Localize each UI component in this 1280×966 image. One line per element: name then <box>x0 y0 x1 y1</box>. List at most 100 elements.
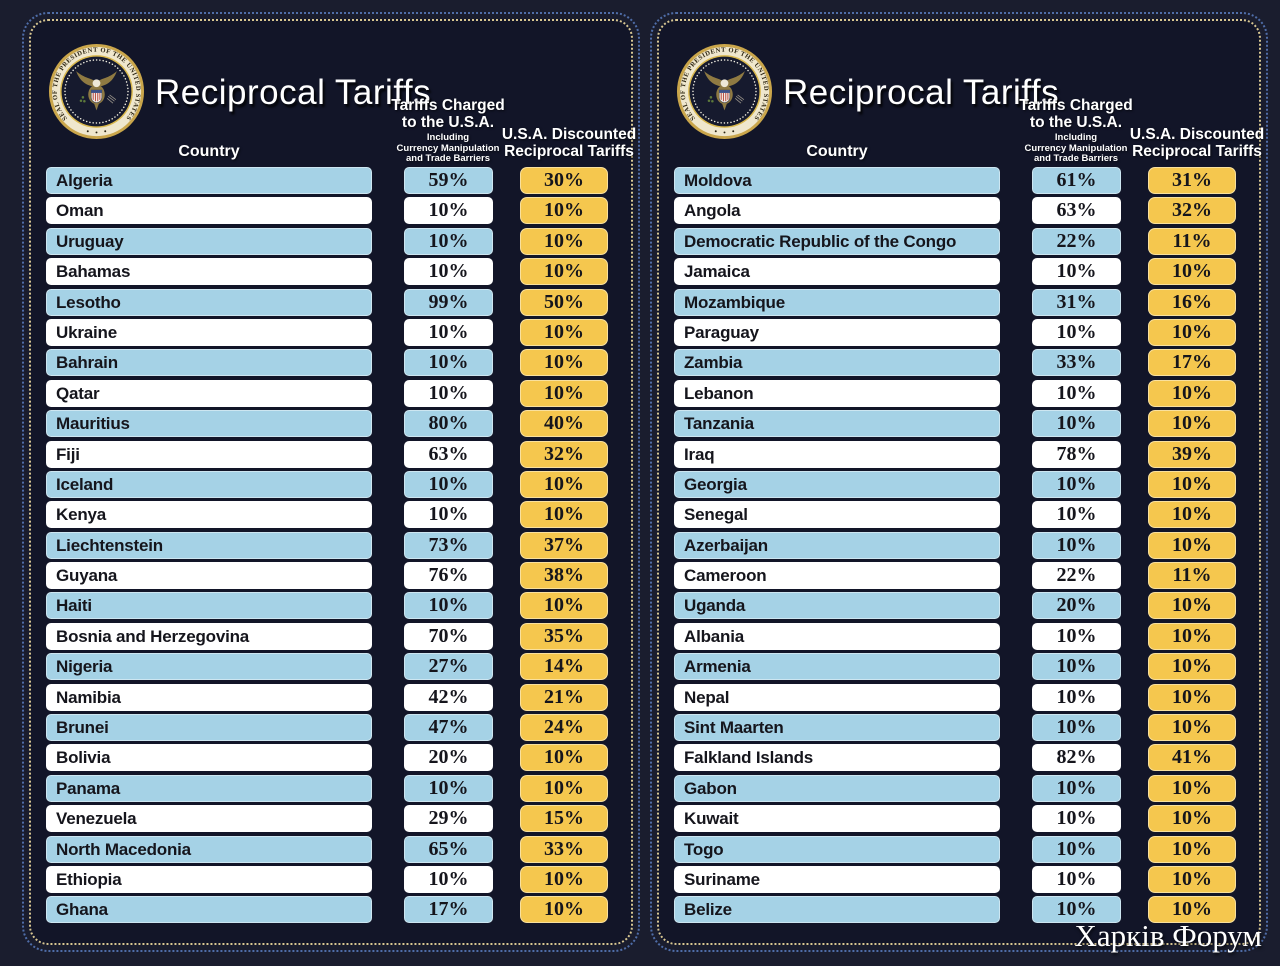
country-cell: Zambia <box>674 349 1000 377</box>
country-cell: Angola <box>674 197 1000 225</box>
country-cell: Paraguay <box>674 318 1000 346</box>
charged-tariff-cell: 33% <box>1032 349 1121 377</box>
charged-tariff-cell: 29% <box>404 805 493 833</box>
discounted-tariff-cell: 21% <box>520 683 608 711</box>
table-row: Albania 10% 10% <box>674 622 1236 650</box>
table-row: Iraq 78% 39% <box>674 440 1236 468</box>
table-row: Algeria 59% 30% <box>46 167 608 194</box>
discounted-tariff-cell: 10% <box>1148 653 1236 681</box>
charged-tariff-cell: 99% <box>404 288 493 316</box>
table-row: Georgia 10% 10% <box>674 470 1236 498</box>
charged-tariff-cell: 10% <box>1032 835 1121 863</box>
table-row: Lesotho 99% 50% <box>46 288 608 316</box>
charged-tariff-cell: 27% <box>404 653 493 681</box>
country-cell: Mauritius <box>46 410 372 438</box>
country-cell: Brunei <box>46 714 372 742</box>
column-header-country: Country <box>806 143 868 160</box>
discounted-tariff-cell: 37% <box>520 531 608 559</box>
charged-tariff-cell: 10% <box>1032 379 1121 407</box>
tariff-panel-left-inner: SEAL OF THE PRESIDENT OF THE UNITED STAT… <box>29 19 636 945</box>
charged-tariff-cell: 10% <box>1032 531 1121 559</box>
charged-tariff-cell: 10% <box>404 865 493 893</box>
charged-tariff-cell: 10% <box>1032 805 1121 833</box>
charged-tariff-cell: 10% <box>1032 318 1121 346</box>
table-row: Oman 10% 10% <box>46 197 608 225</box>
country-cell: Albania <box>674 622 1000 650</box>
country-cell: Liechtenstein <box>46 531 372 559</box>
country-cell: Belize <box>674 896 1000 924</box>
table-row: Armenia 10% 10% <box>674 653 1236 681</box>
country-cell: Cameroon <box>674 562 1000 590</box>
country-cell: Uganda <box>674 592 1000 620</box>
table-row: Bahamas 10% 10% <box>46 258 608 286</box>
discounted-tariff-cell: 10% <box>1148 896 1236 924</box>
charged-tariff-cell: 76% <box>404 562 493 590</box>
table-row: Fiji 63% 32% <box>46 440 608 468</box>
discounted-tariff-cell: 16% <box>1148 288 1236 316</box>
table-row: Venezuela 29% 15% <box>46 805 608 833</box>
charged-tariff-cell: 10% <box>404 592 493 620</box>
country-cell: Algeria <box>46 167 372 194</box>
country-cell: Jamaica <box>674 258 1000 286</box>
charged-tariff-cell: 10% <box>1032 501 1121 529</box>
discounted-tariff-cell: 39% <box>1148 440 1236 468</box>
column-header-country: Country <box>178 143 240 160</box>
table-row: Cameroon 22% 11% <box>674 562 1236 590</box>
table-row: Panama 10% 10% <box>46 774 608 802</box>
charged-tariff-cell: 20% <box>404 744 493 772</box>
country-cell: Panama <box>46 774 372 802</box>
table-row: Kenya 10% 10% <box>46 501 608 529</box>
table-row: Senegal 10% 10% <box>674 501 1236 529</box>
table-row: Ghana 17% 10% <box>46 896 608 924</box>
discounted-tariff-cell: 50% <box>520 288 608 316</box>
charged-tariff-cell: 78% <box>1032 440 1121 468</box>
country-cell: Armenia <box>674 653 1000 681</box>
discounted-tariff-cell: 10% <box>1148 835 1236 863</box>
discounted-tariff-cell: 30% <box>520 167 608 194</box>
charged-tariff-cell: 10% <box>1032 865 1121 893</box>
discounted-tariff-cell: 10% <box>520 197 608 225</box>
charged-tariff-cell: 73% <box>404 531 493 559</box>
discounted-tariff-cell: 24% <box>520 714 608 742</box>
country-cell: Democratic Republic of the Congo <box>674 227 1000 255</box>
charged-tariff-cell: 10% <box>404 774 493 802</box>
presidential-seal: SEAL OF THE PRESIDENT OF THE UNITED STAT… <box>48 43 145 140</box>
country-cell: Qatar <box>46 379 372 407</box>
presidential-seal: SEAL OF THE PRESIDENT OF THE UNITED STAT… <box>676 43 773 140</box>
discounted-tariff-cell: 10% <box>1148 805 1236 833</box>
discounted-tariff-cell: 10% <box>520 865 608 893</box>
country-cell: Kuwait <box>674 805 1000 833</box>
table-row: Bahrain 10% 10% <box>46 349 608 377</box>
charged-tariff-cell: 10% <box>404 379 493 407</box>
table-row: Angola 63% 32% <box>674 197 1236 225</box>
country-cell: Senegal <box>674 501 1000 529</box>
table-row: Lebanon 10% 10% <box>674 379 1236 407</box>
table-row: Paraguay 10% 10% <box>674 318 1236 346</box>
country-cell: Ukraine <box>46 318 372 346</box>
discounted-tariff-cell: 15% <box>520 805 608 833</box>
country-cell: Bahamas <box>46 258 372 286</box>
discounted-tariff-cell: 10% <box>1148 379 1236 407</box>
table-row: Falkland Islands 82% 41% <box>674 744 1236 772</box>
table-row: Mozambique 31% 16% <box>674 288 1236 316</box>
discounted-tariff-cell: 11% <box>1148 227 1236 255</box>
charged-tariff-cell: 10% <box>1032 470 1121 498</box>
discounted-tariff-cell: 10% <box>1148 531 1236 559</box>
table-row: Tanzania 10% 10% <box>674 410 1236 438</box>
table-row: Togo 10% 10% <box>674 835 1236 863</box>
table-row: Bolivia 20% 10% <box>46 744 608 772</box>
charged-tariff-cell: 82% <box>1032 744 1121 772</box>
eagle-icon <box>704 71 745 111</box>
table-row: Mauritius 80% 40% <box>46 410 608 438</box>
charged-tariff-cell: 10% <box>404 501 493 529</box>
watermark-text: Харків Форум <box>1074 918 1263 953</box>
discounted-tariff-cell: 10% <box>1148 470 1236 498</box>
table-row: Uruguay 10% 10% <box>46 227 608 255</box>
charged-tariff-cell: 22% <box>1032 227 1121 255</box>
charged-tariff-cell: 10% <box>404 470 493 498</box>
country-cell: Uruguay <box>46 227 372 255</box>
table-row: Sint Maarten 10% 10% <box>674 714 1236 742</box>
discounted-tariff-cell: 10% <box>520 379 608 407</box>
presidential-seal-icon: SEAL OF THE PRESIDENT OF THE UNITED STAT… <box>48 43 145 140</box>
